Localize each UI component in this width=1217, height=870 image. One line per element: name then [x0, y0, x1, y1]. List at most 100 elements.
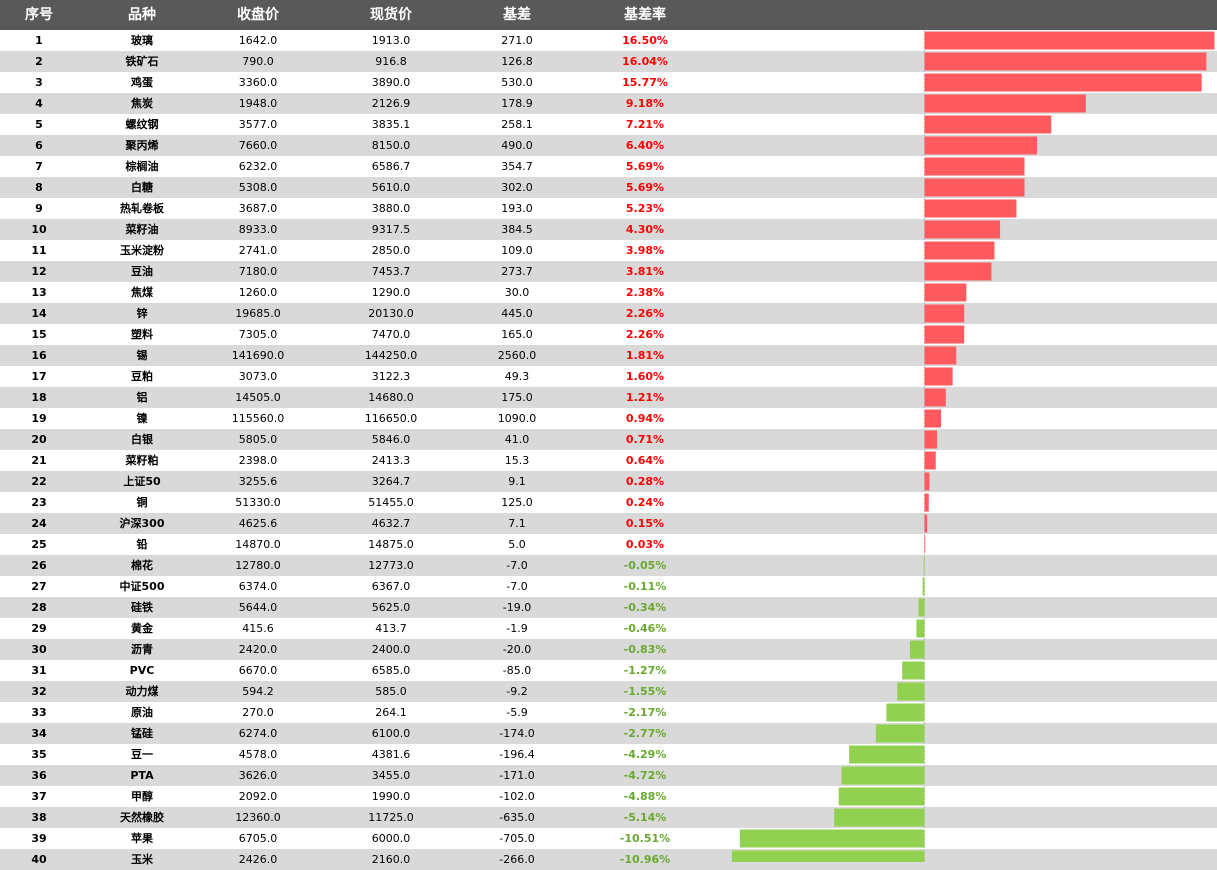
row-close-price: 12780.0	[235, 559, 281, 572]
row-basis: 193.0	[501, 202, 533, 215]
row-index: 4	[35, 97, 43, 110]
row-index: 40	[31, 853, 47, 866]
row-index: 28	[31, 601, 47, 614]
row-name: 中证500	[119, 580, 165, 593]
table-row: 15 塑料 7305.0 7470.0 165.0 2.26%	[0, 324, 1217, 345]
row-spot-price: 116650.0	[364, 412, 418, 425]
row-close-price: 4625.6	[238, 517, 278, 530]
row-basis: 490.0	[501, 139, 533, 152]
row-spot-price: 2400.0	[371, 643, 411, 656]
row-close-price: 3687.0	[238, 202, 278, 215]
row-index: 16	[31, 349, 47, 362]
row-spot-price: 3835.1	[371, 118, 411, 131]
row-index: 39	[31, 832, 47, 845]
row-close-price: 6670.0	[238, 664, 278, 677]
table-row: 5 螺纹钢 3577.0 3835.1 258.1 7.21%	[0, 114, 1217, 135]
table-header: 序号 品种 收盘价 现货价 基差 基差率	[0, 0, 1217, 30]
row-spot-price: 2160.0	[371, 853, 411, 866]
row-basis-rate: 7.21%	[625, 118, 665, 131]
row-index: 29	[31, 622, 47, 635]
table-row: 29 黄金 415.6 413.7 -1.9 -0.46%	[0, 618, 1217, 639]
row-basis: 530.0	[501, 76, 533, 89]
header-spot: 现货价	[370, 7, 412, 23]
row-basis: -266.0	[499, 853, 535, 866]
row-index: 22	[31, 475, 47, 488]
row-basis-rate: -0.83%	[623, 643, 667, 656]
table-row: 19 镍 115560.0 116650.0 1090.0 0.94%	[0, 408, 1217, 429]
row-basis-rate: 0.64%	[625, 454, 665, 467]
header-name: 品种	[128, 7, 156, 23]
table-row: 22 上证50 3255.6 3264.7 9.1 0.28%	[0, 471, 1217, 492]
row-basis: -7.0	[506, 559, 528, 572]
row-spot-price: 3880.0	[371, 202, 411, 215]
row-name: 豆粕	[131, 370, 153, 383]
row-name: 上证50	[123, 475, 161, 488]
row-basis-rate: 1.81%	[625, 349, 665, 362]
row-spot-price: 14680.0	[368, 391, 414, 404]
row-spot-price: 5625.0	[371, 601, 411, 614]
row-index: 36	[31, 769, 47, 782]
row-basis: -635.0	[499, 811, 535, 824]
row-name: 棕榈油	[125, 160, 159, 173]
row-basis: -20.0	[502, 643, 532, 656]
row-basis-rate: -0.46%	[623, 622, 667, 635]
table-row: 40 玉米 2426.0 2160.0 -266.0 -10.96%	[0, 849, 1217, 870]
table-row: 35 豆一 4578.0 4381.6 -196.4 -4.29%	[0, 744, 1217, 765]
row-close-price: 7180.0	[238, 265, 278, 278]
row-index: 12	[31, 265, 47, 278]
row-close-price: 594.2	[242, 685, 274, 698]
row-spot-price: 6585.0	[371, 664, 411, 677]
row-close-price: 2741.0	[238, 244, 278, 257]
row-basis: 49.3	[504, 370, 530, 383]
row-basis-rate: 0.28%	[625, 475, 665, 488]
row-spot-price: 6586.7	[371, 160, 411, 173]
row-spot-price: 3122.3	[371, 370, 411, 383]
table-row: 1 玻璃 1642.0 1913.0 271.0 16.50%	[0, 30, 1217, 51]
row-index: 31	[31, 664, 47, 677]
table-row: 2 铁矿石 790.0 916.8 126.8 16.04%	[0, 51, 1217, 72]
table-row: 28 硅铁 5644.0 5625.0 -19.0 -0.34%	[0, 597, 1217, 618]
row-basis: 2560.0	[497, 349, 537, 362]
row-basis: 178.9	[501, 97, 533, 110]
row-index: 8	[35, 181, 43, 194]
table-row: 21 菜籽粕 2398.0 2413.3 15.3 0.64%	[0, 450, 1217, 471]
row-basis: -7.0	[506, 580, 528, 593]
row-name: 铅	[136, 538, 148, 551]
row-spot-price: 4381.6	[371, 748, 411, 761]
row-spot-price: 3264.7	[371, 475, 411, 488]
row-spot-price: 264.1	[375, 706, 407, 719]
row-close-price: 5644.0	[238, 601, 278, 614]
row-spot-price: 144250.0	[364, 349, 418, 362]
row-close-price: 8933.0	[238, 223, 278, 236]
row-name: 锡	[136, 349, 148, 362]
row-name: 豆油	[131, 265, 153, 278]
row-close-price: 7660.0	[238, 139, 278, 152]
row-basis-rate: 3.81%	[625, 265, 665, 278]
table-row: 6 聚丙烯 7660.0 8150.0 490.0 6.40%	[0, 135, 1217, 156]
header-rate: 基差率	[624, 7, 666, 23]
row-name: 焦炭	[131, 97, 153, 110]
row-close-price: 14505.0	[235, 391, 281, 404]
table-row: 33 原油 270.0 264.1 -5.9 -2.17%	[0, 702, 1217, 723]
row-basis-rate: 16.04%	[622, 55, 668, 68]
row-name: 黄金	[131, 622, 153, 635]
row-name: 锰硅	[131, 727, 153, 740]
row-basis: 15.3	[504, 454, 530, 467]
row-index: 15	[31, 328, 47, 341]
row-close-price: 1948.0	[238, 97, 278, 110]
row-name: 硅铁	[131, 601, 153, 614]
row-spot-price: 12773.0	[368, 559, 414, 572]
table-row: 4 焦炭 1948.0 2126.9 178.9 9.18%	[0, 93, 1217, 114]
row-name: 白银	[131, 433, 153, 446]
row-name: 焦煤	[131, 286, 153, 299]
row-basis-rate: 0.15%	[625, 517, 665, 530]
row-basis: -196.4	[499, 748, 535, 761]
row-close-price: 2092.0	[238, 790, 278, 803]
row-basis: -102.0	[499, 790, 535, 803]
row-index: 30	[31, 643, 47, 656]
row-basis-rate: 3.98%	[625, 244, 665, 257]
row-spot-price: 4632.7	[371, 517, 411, 530]
row-name: 豆一	[131, 748, 153, 761]
row-basis: 41.0	[504, 433, 530, 446]
row-basis-rate: -4.88%	[623, 790, 667, 803]
